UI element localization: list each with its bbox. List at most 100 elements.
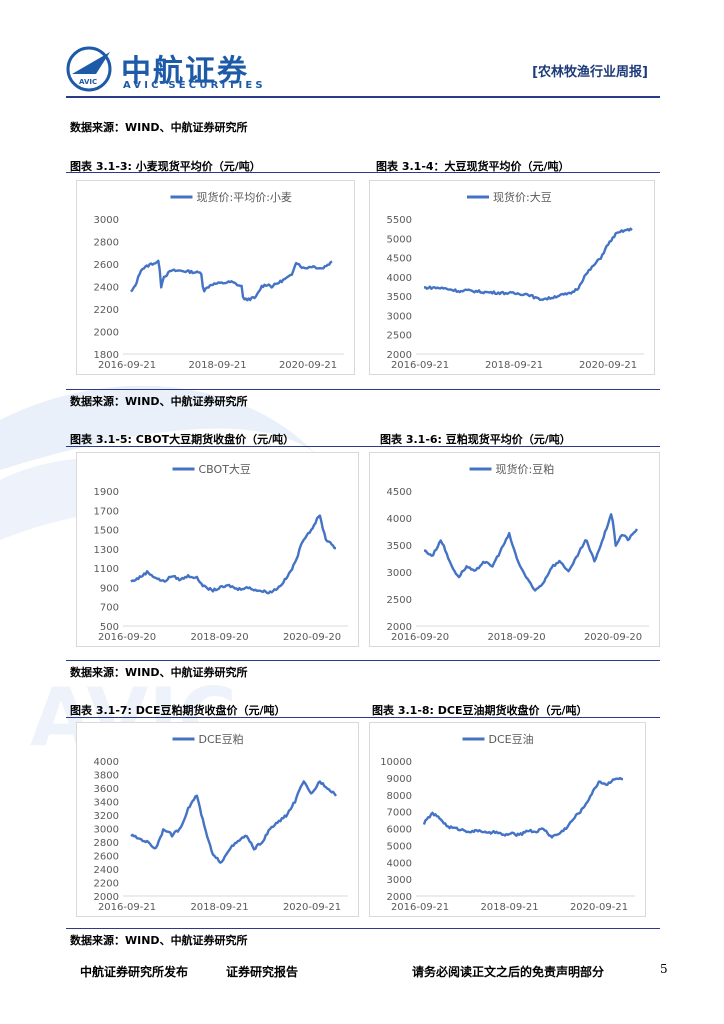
y-tick-label: 3000 <box>387 875 412 886</box>
y-tick-label: 2000 <box>387 350 412 361</box>
legend-label: 现货价:平均价:小麦 <box>197 190 292 204</box>
y-tick-label: 3000 <box>94 825 119 836</box>
cbot-soybean-chart: CBOT大豆 1900 1700 1500 1300 1100 900 700 5002016-… <box>94 462 348 643</box>
figure-rule <box>66 172 660 173</box>
chart-panel: 现货价:豆粕 4500 4000 3500 3000 2500 2000 2016-09-20… <box>369 452 660 647</box>
y-tick-label: 10000 <box>380 757 412 768</box>
x-tick-label: 2016-09-20 <box>98 632 156 643</box>
legend-label: DCE豆油 <box>489 732 534 746</box>
figure-title: 图表 3.1-3: 小麦现货平均价（元/吨） <box>70 160 261 173</box>
y-tick-label: 5500 <box>387 215 412 226</box>
x-tick-label: 2016-09-20 <box>391 632 449 643</box>
legend: 现货价:豆粕 <box>469 462 555 476</box>
y-tick-label: 4000 <box>94 757 119 768</box>
x-tick-label: 2016-09-21 <box>391 902 449 913</box>
y-tick-label: 3200 <box>94 811 119 822</box>
y-tick-label: 9000 <box>387 774 412 785</box>
footer-doc-type: 证券研究报告 <box>226 965 299 979</box>
y-tick-label: 8000 <box>387 791 412 802</box>
y-tick-label: 5000 <box>387 234 412 245</box>
legend: 现货价:平均价:小麦 <box>170 190 292 204</box>
y-tick-label: 700 <box>100 603 119 614</box>
y-tick-label: 4000 <box>387 858 412 869</box>
legend: CBOT大豆 <box>172 462 251 476</box>
figure-rule <box>66 660 660 661</box>
y-tick-label: 500 <box>100 622 119 633</box>
wheat-price-chart: 现货价:平均价:小麦300028002600240022002000180020… <box>94 190 344 371</box>
y-tick-label: 3500 <box>387 541 412 552</box>
footer-disclaimer: 请务必阅读正文之后的免责声明部分 <box>412 965 605 979</box>
figure-title: 图表 3.1-4：大豆现货平均价（元/吨） <box>376 160 570 173</box>
figure-rule <box>66 928 660 929</box>
x-tick-label: 2020-09-21 <box>283 902 341 913</box>
x-tick-label: 2016-09-21 <box>98 360 156 371</box>
y-tick-label: 1900 <box>94 487 119 498</box>
legend: DCE豆油 <box>462 732 534 746</box>
y-tick-label: 4500 <box>387 487 412 498</box>
figure-title: 图表 3.1-5: CBOT大豆期货收盘价（元/吨） <box>70 433 295 446</box>
series-line <box>422 776 624 839</box>
y-tick-label: 3000 <box>94 215 119 226</box>
x-tick-label: 2018-09-21 <box>485 360 543 371</box>
page-number: 5 <box>660 962 668 976</box>
x-tick-label: 2018-09-21 <box>480 902 538 913</box>
series-line <box>423 513 639 592</box>
y-tick-label: 3400 <box>94 798 119 809</box>
y-tick-label: 2400 <box>94 283 119 294</box>
x-tick-label: 2020-09-21 <box>570 902 628 913</box>
figure-rule <box>66 446 660 447</box>
legend-label: 现货价:豆粕 <box>496 462 555 476</box>
series-line <box>130 514 337 595</box>
chart-panel: DCE豆粕 4000 3800 3600 3400 3200 3000 2800 2600 240… <box>76 722 359 917</box>
series-line <box>130 259 333 302</box>
y-tick-label: 1300 <box>94 545 119 556</box>
series-line <box>130 780 337 864</box>
logo-text-en: AVIC SECURITIES <box>123 80 266 91</box>
x-tick-label: 2020-09-20 <box>584 632 642 643</box>
x-tick-label: 2018-09-21 <box>188 360 246 371</box>
y-tick-label: 5000 <box>387 841 412 852</box>
x-tick-label: 2020-09-21 <box>579 360 637 371</box>
y-tick-label: 4000 <box>387 273 412 284</box>
logo-badge: AVIC <box>79 78 97 86</box>
y-tick-label: 2400 <box>94 865 119 876</box>
y-tick-label: 2500 <box>387 595 412 606</box>
y-tick-label: 2000 <box>387 892 412 903</box>
y-tick-label: 1500 <box>94 526 119 537</box>
x-tick-label: 2018-09-21 <box>190 902 248 913</box>
source-note: 数据来源：WIND、中航证券研究所 <box>70 121 248 134</box>
source-note: 数据来源：WIND、中航证券研究所 <box>70 395 248 408</box>
header-rule <box>66 96 660 98</box>
x-tick-label: 2018-09-20 <box>487 632 545 643</box>
y-tick-label: 2000 <box>387 622 412 633</box>
figure-rule <box>66 717 660 718</box>
y-tick-label: 3500 <box>387 292 412 303</box>
report-type: [农林牧渔行业周报] <box>532 65 648 80</box>
dce-soyoil-chart: DCE豆油 10000 9000 8000 7000 6000 5000 4000 3000 20… <box>380 732 635 913</box>
dce-soymeal-chart: DCE豆粕 4000 3800 3600 3400 3200 3000 2800 2600 240… <box>94 732 348 913</box>
x-tick-label: 2016-09-21 <box>98 902 156 913</box>
y-tick-label: 2000 <box>94 892 119 903</box>
y-tick-label: 3600 <box>94 784 119 795</box>
legend-label: CBOT大豆 <box>199 462 251 476</box>
legend-label: 现货价:大豆 <box>493 190 552 204</box>
y-tick-label: 4500 <box>387 254 412 265</box>
chart-panel: 现货价:平均价:小麦 3000 2800 2600 2400 2200 2000 1800 20… <box>76 180 355 375</box>
y-tick-label: 2600 <box>94 852 119 863</box>
soymeal-price-chart: 现货价:豆粕 4500 4000 3500 3000 2500 20002016-09-20… <box>387 462 649 643</box>
chart-panel: DCE豆油 10000 9000 8000 7000 6000 5000 4000 3000 20… <box>369 722 646 917</box>
x-tick-label: 2018-09-20 <box>190 632 248 643</box>
avic-logo-icon: AVIC <box>66 46 112 92</box>
y-tick-label: 2800 <box>94 838 119 849</box>
y-tick-label: 6000 <box>387 825 412 836</box>
figure-rule <box>66 389 660 390</box>
y-tick-label: 2200 <box>94 879 119 890</box>
chart-panel: 现货价:大豆 5500 5000 4500 4000 3500 3000 2500 2000 20… <box>369 180 655 375</box>
y-tick-label: 3000 <box>387 568 412 579</box>
source-note: 数据来源：WIND、中航证券研究所 <box>70 666 248 679</box>
y-tick-label: 7000 <box>387 808 412 819</box>
y-tick-label: 2600 <box>94 260 119 271</box>
x-tick-label: 2016-09-21 <box>391 360 449 371</box>
logo-text-cn: 中航证券 <box>121 54 249 89</box>
figure-title: 图表 3.1-8: DCE豆油期货收盘价（元/吨） <box>372 704 588 717</box>
